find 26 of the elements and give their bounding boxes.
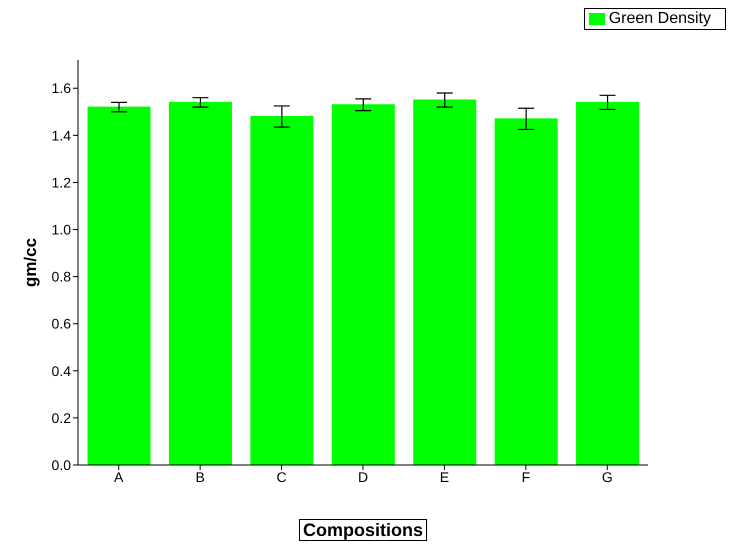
y-tick-label: 0.4 [52,362,72,379]
x-axis-title: Compositions [299,519,427,541]
x-tick-label: B [195,468,205,485]
x-tick-label: A [114,468,124,485]
x-tick-label: G [602,468,613,485]
y-tick-label: 0.8 [52,268,72,285]
bar [250,116,314,465]
x-tick-label: F [522,468,530,485]
x-tick-label: C [276,468,287,485]
bar [332,104,395,465]
bar [494,118,558,465]
y-tick-label: 1.4 [52,127,72,144]
y-tick-label: 1.2 [52,174,72,190]
bar [168,102,232,465]
y-tick-label: 0.6 [52,316,72,332]
y-tick-label: 1.6 [52,80,72,96]
y-tick-label: 1.0 [52,222,72,238]
y-axis-title: gm/cc [21,238,40,288]
bar [576,102,640,465]
legend-label: Green Density [608,10,711,27]
y-tick-label: 0.0 [52,456,72,473]
x-tick-label: D [358,468,368,485]
bar [413,100,476,465]
x-tick-label: E [440,468,450,485]
y-tick-label: 0.2 [52,410,72,426]
bar [88,106,150,465]
